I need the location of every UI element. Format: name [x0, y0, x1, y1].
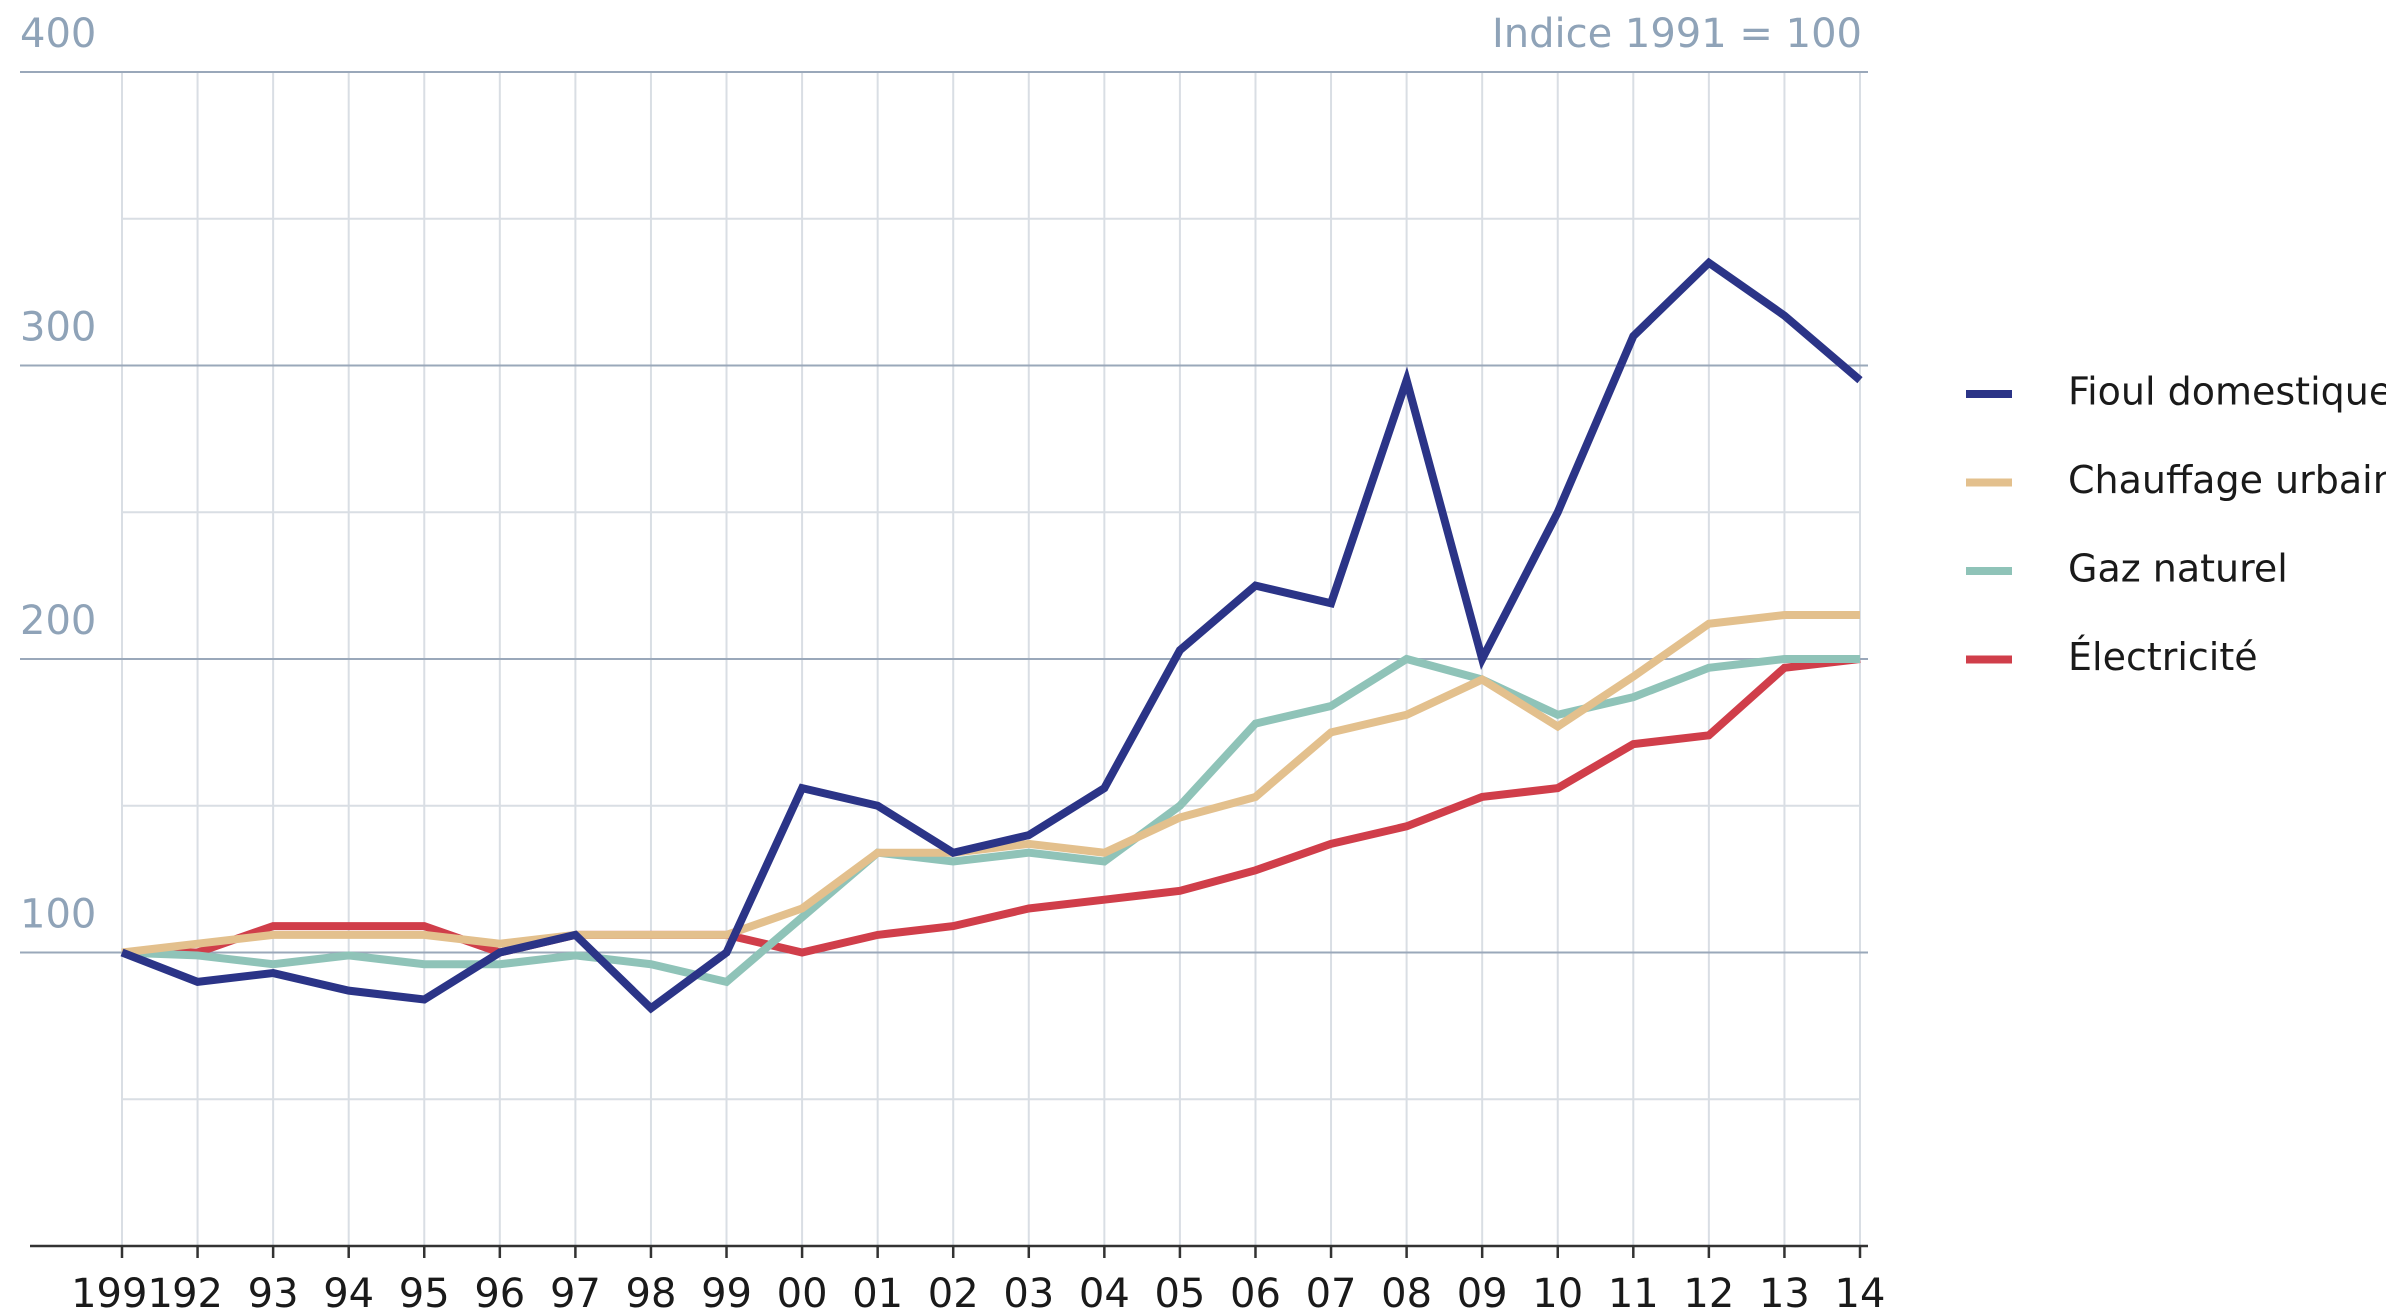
x-tick-label: 07	[1306, 1271, 1357, 1314]
x-tick-label: 93	[248, 1271, 299, 1314]
x-tick-label: 98	[626, 1271, 677, 1314]
y-tick-label: 200	[20, 598, 96, 644]
y-tick-label: 100	[20, 892, 96, 938]
y-tick-label: 400	[20, 11, 96, 57]
x-tick-label: 11	[1608, 1271, 1659, 1314]
legend-label: Gaz naturel	[2068, 547, 2288, 591]
line-series	[120, 257, 1863, 1014]
x-tick-label: 00	[777, 1271, 828, 1314]
x-tick-label: 04	[1079, 1271, 1130, 1314]
x-tick-label: 96	[474, 1271, 525, 1314]
x-tick-label: 01	[852, 1271, 903, 1314]
x-tick-label: 97	[550, 1271, 601, 1314]
x-tick-label: 92	[172, 1271, 223, 1314]
x-tick-label: 13	[1759, 1271, 1810, 1314]
x-tick-label: 14	[1835, 1271, 1886, 1314]
x-tick-label: 1991	[71, 1271, 173, 1314]
x-tick-label: 09	[1457, 1271, 1508, 1314]
x-tick-label: 10	[1532, 1271, 1583, 1314]
x-tick-label: 05	[1154, 1271, 1205, 1314]
x-tick-label: 08	[1381, 1271, 1432, 1314]
x-tick-label: 94	[323, 1271, 374, 1314]
x-tick-label: 99	[701, 1271, 752, 1314]
line-series	[122, 655, 1861, 957]
y-tick-label: 300	[20, 305, 96, 351]
x-tick-label: 12	[1683, 1271, 1734, 1314]
line-series	[121, 654, 1860, 987]
annotation: Indice 1991 = 100	[1492, 11, 1862, 57]
line-series	[121, 610, 1860, 957]
x-tick-label: 03	[1003, 1271, 1054, 1314]
x-tick-label: 02	[928, 1271, 979, 1314]
legend-label: Chauffage urbain	[2068, 458, 2386, 502]
legend-label: Fioul domestique	[2068, 370, 2386, 414]
legend-label: Électricité	[2068, 635, 2258, 679]
x-tick-label: 06	[1230, 1271, 1281, 1314]
x-tick-label: 95	[399, 1271, 450, 1314]
